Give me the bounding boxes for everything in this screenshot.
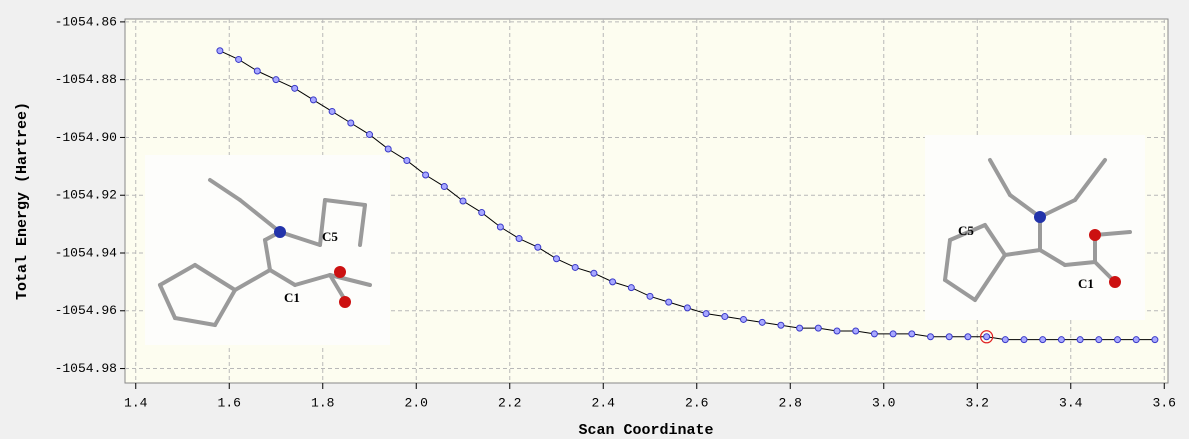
data-point bbox=[1021, 337, 1027, 343]
data-point bbox=[1002, 337, 1008, 343]
y-axis-title: Total Energy (Hartree) bbox=[14, 102, 31, 300]
atom-label: C1 bbox=[1078, 276, 1094, 291]
data-point bbox=[778, 322, 784, 328]
data-point bbox=[236, 56, 242, 62]
data-point bbox=[965, 334, 971, 340]
x-tick-label: 3.6 bbox=[1153, 395, 1176, 410]
data-point bbox=[535, 244, 541, 250]
data-point bbox=[497, 224, 503, 230]
data-point bbox=[516, 236, 522, 242]
molecule-left: C5 C1 bbox=[145, 155, 390, 345]
x-tick-label: 2.0 bbox=[405, 395, 428, 410]
data-point bbox=[367, 132, 373, 138]
x-tick-label: 2.6 bbox=[685, 395, 708, 410]
x-tick-label: 3.4 bbox=[1059, 395, 1083, 410]
data-point bbox=[984, 334, 990, 340]
data-point bbox=[310, 97, 316, 103]
molecule-right: C5 C1 bbox=[925, 135, 1145, 320]
x-tick-label: 2.8 bbox=[779, 395, 802, 410]
data-point bbox=[385, 146, 391, 152]
atom-label: C5 bbox=[958, 223, 974, 238]
x-axis-title: Scan Coordinate bbox=[578, 422, 713, 439]
x-tick-label: 1.4 bbox=[124, 395, 148, 410]
x-tick-label: 1.6 bbox=[218, 395, 241, 410]
x-tick-label: 2.4 bbox=[592, 395, 616, 410]
data-point bbox=[329, 108, 335, 114]
data-point bbox=[404, 158, 410, 164]
atom-label: C1 bbox=[284, 290, 300, 305]
data-point bbox=[292, 85, 298, 91]
data-point bbox=[834, 328, 840, 334]
y-tick-label: -1054.98 bbox=[55, 361, 117, 376]
data-point bbox=[441, 184, 447, 190]
data-point bbox=[666, 299, 672, 305]
y-tick-label: -1054.90 bbox=[55, 130, 117, 145]
data-point bbox=[853, 328, 859, 334]
data-point bbox=[890, 331, 896, 337]
data-point bbox=[217, 48, 223, 54]
data-point bbox=[1040, 337, 1046, 343]
data-point bbox=[610, 279, 616, 285]
data-point bbox=[684, 305, 690, 311]
x-tick-label: 1.8 bbox=[311, 395, 334, 410]
data-point bbox=[460, 198, 466, 204]
data-point bbox=[1152, 337, 1158, 343]
data-point bbox=[741, 316, 747, 322]
data-point bbox=[1133, 337, 1139, 343]
y-tick-label: -1054.94 bbox=[55, 245, 118, 260]
data-point bbox=[572, 264, 578, 270]
data-point bbox=[759, 319, 765, 325]
data-point bbox=[1077, 337, 1083, 343]
data-point bbox=[703, 311, 709, 317]
data-point bbox=[479, 210, 485, 216]
data-point bbox=[647, 293, 653, 299]
data-point bbox=[1096, 337, 1102, 343]
data-point bbox=[628, 285, 634, 291]
y-tick-label: -1054.92 bbox=[55, 188, 117, 203]
data-point bbox=[254, 68, 260, 74]
y-tick-label: -1054.86 bbox=[55, 14, 117, 29]
data-point bbox=[591, 270, 597, 276]
data-point bbox=[928, 334, 934, 340]
atom-label: C5 bbox=[322, 229, 338, 244]
data-point bbox=[871, 331, 877, 337]
chart: C5 C1 C5 C1 Scan Coordinate Total Energy… bbox=[0, 0, 1189, 439]
x-tick-label: 3.2 bbox=[966, 395, 989, 410]
data-point bbox=[423, 172, 429, 178]
data-point bbox=[797, 325, 803, 331]
x-tick-label: 3.0 bbox=[872, 395, 895, 410]
data-point bbox=[554, 256, 560, 262]
data-point bbox=[722, 314, 728, 320]
data-point bbox=[909, 331, 915, 337]
data-point bbox=[815, 325, 821, 331]
x-tick-label: 2.2 bbox=[498, 395, 521, 410]
data-point bbox=[1115, 337, 1121, 343]
data-point bbox=[946, 334, 952, 340]
y-tick-label: -1054.88 bbox=[55, 72, 117, 87]
data-point bbox=[273, 77, 279, 83]
y-tick-label: -1054.96 bbox=[55, 303, 117, 318]
data-point bbox=[1058, 337, 1064, 343]
data-point bbox=[348, 120, 354, 126]
